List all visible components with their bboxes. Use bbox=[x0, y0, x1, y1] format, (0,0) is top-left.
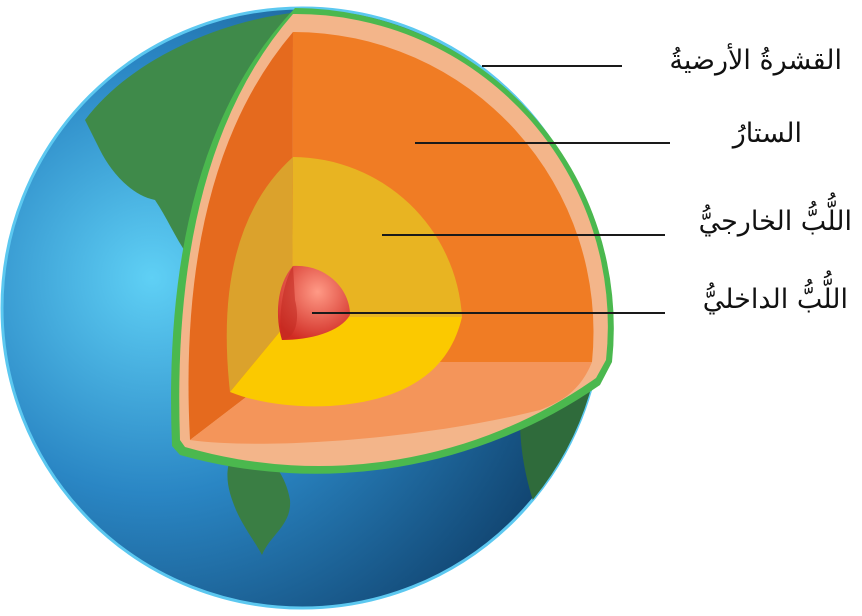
label-mantle: الستارُ bbox=[732, 118, 802, 149]
inner-core-shadow bbox=[280, 266, 298, 340]
outer-core-back-face bbox=[292, 157, 462, 317]
outer-core-left-face bbox=[226, 157, 293, 392]
label-inner-core: اللُّبُّ الداخليُّ bbox=[702, 284, 848, 315]
label-crust: القشرةُ الأرضيةُ bbox=[669, 45, 842, 76]
label-outer-core: اللُّبُّ الخارجيُّ bbox=[698, 206, 852, 237]
